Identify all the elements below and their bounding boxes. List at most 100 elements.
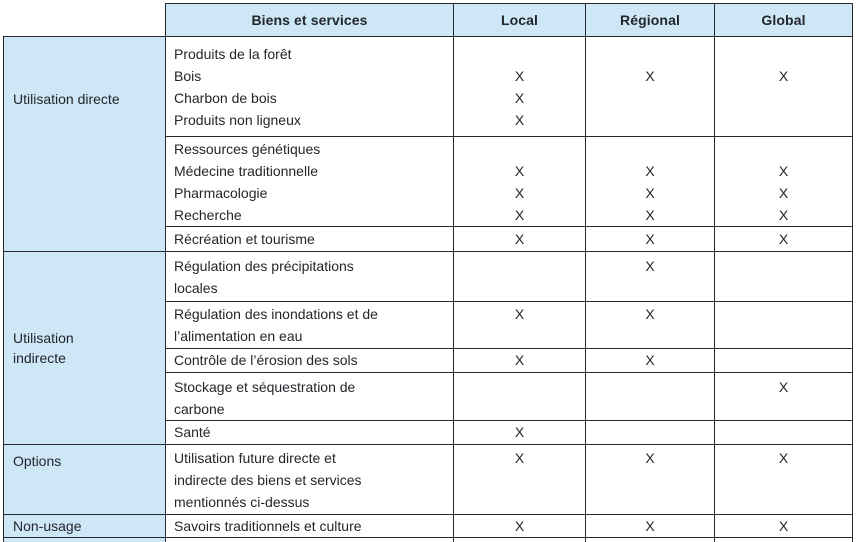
- x-mark: X: [514, 185, 525, 201]
- x-mark: X: [514, 424, 525, 440]
- x-mark: X: [778, 379, 789, 395]
- cut-off-cell: [3, 537, 166, 542]
- empty-mark: [716, 325, 852, 347]
- goods-services-text-line: Médecine traditionnelle: [174, 163, 318, 179]
- local-mark-cell: X: [453, 420, 586, 445]
- regional-mark-cell: X: [585, 444, 715, 515]
- goods-services-table: Biens et services Local Régional Global …: [3, 3, 853, 542]
- empty-mark: [587, 376, 714, 398]
- empty-mark: [716, 43, 852, 65]
- group-label-line: Utilisation: [13, 330, 74, 346]
- x-mark: X: [645, 258, 655, 274]
- x-mark: X: [514, 306, 525, 322]
- local-mark-cell: X: [453, 348, 586, 373]
- regional-mark-cell: X: [585, 301, 715, 349]
- local-mark-cell: X: [453, 301, 586, 349]
- group-label-line: indirecte: [13, 350, 66, 366]
- x-mark: X: [514, 112, 525, 128]
- table-row-b3: Récréation et tourisme X X X: [4, 226, 853, 252]
- col-header-goods-services: Biens et services: [165, 3, 454, 37]
- x-mark: X: [514, 450, 525, 466]
- x-mark: X: [778, 68, 789, 84]
- global-mark-cell: [714, 348, 853, 373]
- empty-mark: [455, 376, 585, 398]
- header-row: Biens et services Local Régional Global: [3, 3, 853, 37]
- goods-services-text-line: carbone: [174, 401, 225, 417]
- goods-services-text-line: Pharmacologie: [174, 185, 268, 201]
- x-mark: X: [778, 450, 789, 466]
- goods-services-cell: Savoirs traditionnels et culture: [165, 514, 454, 538]
- table-row-b7: Stockage et séquestration de carbone X: [4, 372, 853, 421]
- x-mark: X: [645, 450, 655, 466]
- local-mark-cell: [453, 251, 586, 302]
- x-mark: X: [645, 518, 655, 534]
- goods-services-text-line: Contrôle de l’érosion des sols: [174, 352, 358, 368]
- local-mark-cell: X: [453, 444, 586, 515]
- goods-services-cell: Utilisation future directe et indirecte d…: [165, 444, 454, 515]
- empty-mark: [587, 109, 714, 131]
- row-group-label-gnon: Non-usage: [3, 514, 166, 538]
- goods-services-text-line: Récréation et tourisme: [174, 231, 315, 247]
- empty-mark: [587, 43, 714, 65]
- x-mark: X: [514, 207, 525, 223]
- empty-mark: [587, 422, 714, 444]
- table-row-b4: Utilisation indirecte Régulation des préci…: [3, 251, 853, 445]
- empty-mark: [716, 422, 852, 444]
- x-mark: X: [514, 163, 525, 179]
- x-mark: X: [514, 231, 525, 247]
- goods-services-cell: Ressources génétiques Médecine traditionn…: [165, 136, 454, 227]
- corner-cell: [3, 3, 166, 37]
- cut-off-cell: [165, 537, 454, 542]
- table-row-opt: Options Utilisation future directe et indi…: [3, 444, 853, 515]
- empty-mark: [455, 491, 585, 513]
- goods-services-text-line: l’alimentation en eau: [174, 328, 303, 344]
- x-mark: X: [778, 207, 789, 223]
- empty-mark: [716, 138, 852, 160]
- empty-mark: [716, 491, 852, 513]
- empty-mark: [587, 138, 714, 160]
- goods-services-cell: Stockage et séquestration de carbone: [165, 372, 454, 421]
- row-group-label-gopt: Options: [3, 444, 166, 515]
- empty-mark: [587, 491, 714, 513]
- global-mark-cell: X: [714, 514, 853, 538]
- goods-services-cell: Santé: [165, 420, 454, 445]
- x-mark: X: [514, 90, 525, 106]
- x-mark: X: [645, 352, 655, 368]
- x-mark: X: [778, 518, 789, 534]
- goods-services-text-line: Santé: [174, 424, 211, 440]
- empty-mark: [455, 138, 585, 160]
- empty-mark: [716, 350, 852, 372]
- col-header-global: Global: [714, 3, 853, 37]
- empty-mark: [587, 325, 714, 347]
- regional-mark-cell: X: [585, 514, 715, 538]
- regional-mark-cell: X: [585, 226, 715, 252]
- x-mark: X: [514, 352, 525, 368]
- goods-services-cell: Récréation et tourisme: [165, 226, 454, 252]
- empty-mark: [587, 277, 714, 299]
- goods-services-text-line: Charbon de bois: [174, 90, 277, 106]
- regional-mark-cell: X: [585, 348, 715, 373]
- table-row-b2: Ressources génétiques Médecine traditionn…: [4, 136, 853, 227]
- global-mark-cell: [714, 301, 853, 349]
- local-mark-cell: [453, 372, 586, 421]
- empty-mark: [455, 277, 585, 299]
- row-group-label-gdir: Utilisation directe: [3, 36, 166, 252]
- regional-mark-cell: X: [585, 36, 715, 137]
- x-mark: X: [645, 163, 655, 179]
- x-mark: X: [514, 518, 525, 534]
- goods-services-text-line: Ressources génétiques: [174, 141, 321, 157]
- goods-services-text-line: Régulation des inondations et de: [174, 306, 378, 322]
- cut-off-cell: [585, 537, 715, 542]
- global-mark-cell: X: [714, 372, 853, 421]
- goods-services-text-line: Savoirs traditionnels et culture: [174, 518, 362, 534]
- empty-mark: [455, 398, 585, 420]
- global-mark-cell: [714, 420, 853, 445]
- x-mark: X: [778, 231, 789, 247]
- global-mark-cell: X: [714, 226, 853, 252]
- cut-off-cell: [453, 537, 586, 542]
- table-row-b1: Utilisation directe Produits de la forêt B…: [3, 36, 853, 252]
- goods-services-text-line: Bois: [174, 68, 202, 84]
- empty-mark: [455, 469, 585, 491]
- goods-services-text-line: Stockage et séquestration de: [174, 379, 356, 395]
